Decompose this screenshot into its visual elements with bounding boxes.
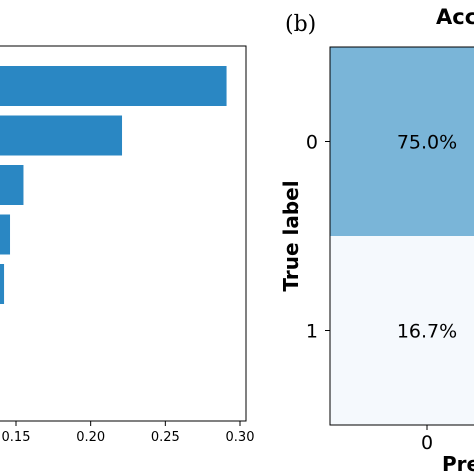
matrix-cell-0-0 <box>330 47 474 236</box>
feature-importance-chart: 0.15 0.20 0.25 0.30 <box>0 45 255 445</box>
row-tick-label: 1 <box>306 321 318 343</box>
bar-2 <box>0 165 24 205</box>
row-tick-label: 0 <box>306 132 318 154</box>
bar-4 <box>0 264 5 304</box>
matrix-cell-1-0 <box>330 236 474 425</box>
matrix-row-labels: 01 <box>306 132 330 343</box>
matrix-cells: 75.0% 16.7% <box>330 47 474 425</box>
bar-series <box>0 66 227 304</box>
matrix-cell-value: 16.7% <box>397 321 457 343</box>
x-tick-label: 0.15 <box>2 430 31 445</box>
y-axis-label: True label <box>279 180 303 291</box>
matrix-cell-value: 75.0% <box>397 132 457 154</box>
bar-3 <box>0 214 11 255</box>
bar-1 <box>0 115 123 156</box>
x-tick-label: 0.30 <box>226 430 255 445</box>
x-axis-ticks: 0.15 0.20 0.25 0.30 <box>2 421 255 445</box>
x-axis-label: Pre <box>442 452 474 474</box>
x-tick-label: 0.25 <box>151 430 180 445</box>
bar-plot-frame <box>0 45 247 422</box>
bar-0 <box>0 66 227 106</box>
col-tick-label: 0 <box>421 432 433 454</box>
confusion-matrix: (b) Acc 75.0%16.7% 01 0 True label Pre <box>279 5 474 474</box>
panel-label-b: (b) <box>285 12 316 37</box>
matrix-frame <box>329 46 474 426</box>
matrix-col-labels: 0 <box>421 425 433 454</box>
x-tick-label: 0.20 <box>76 430 105 445</box>
confusion-matrix-title: Acc <box>436 5 474 29</box>
